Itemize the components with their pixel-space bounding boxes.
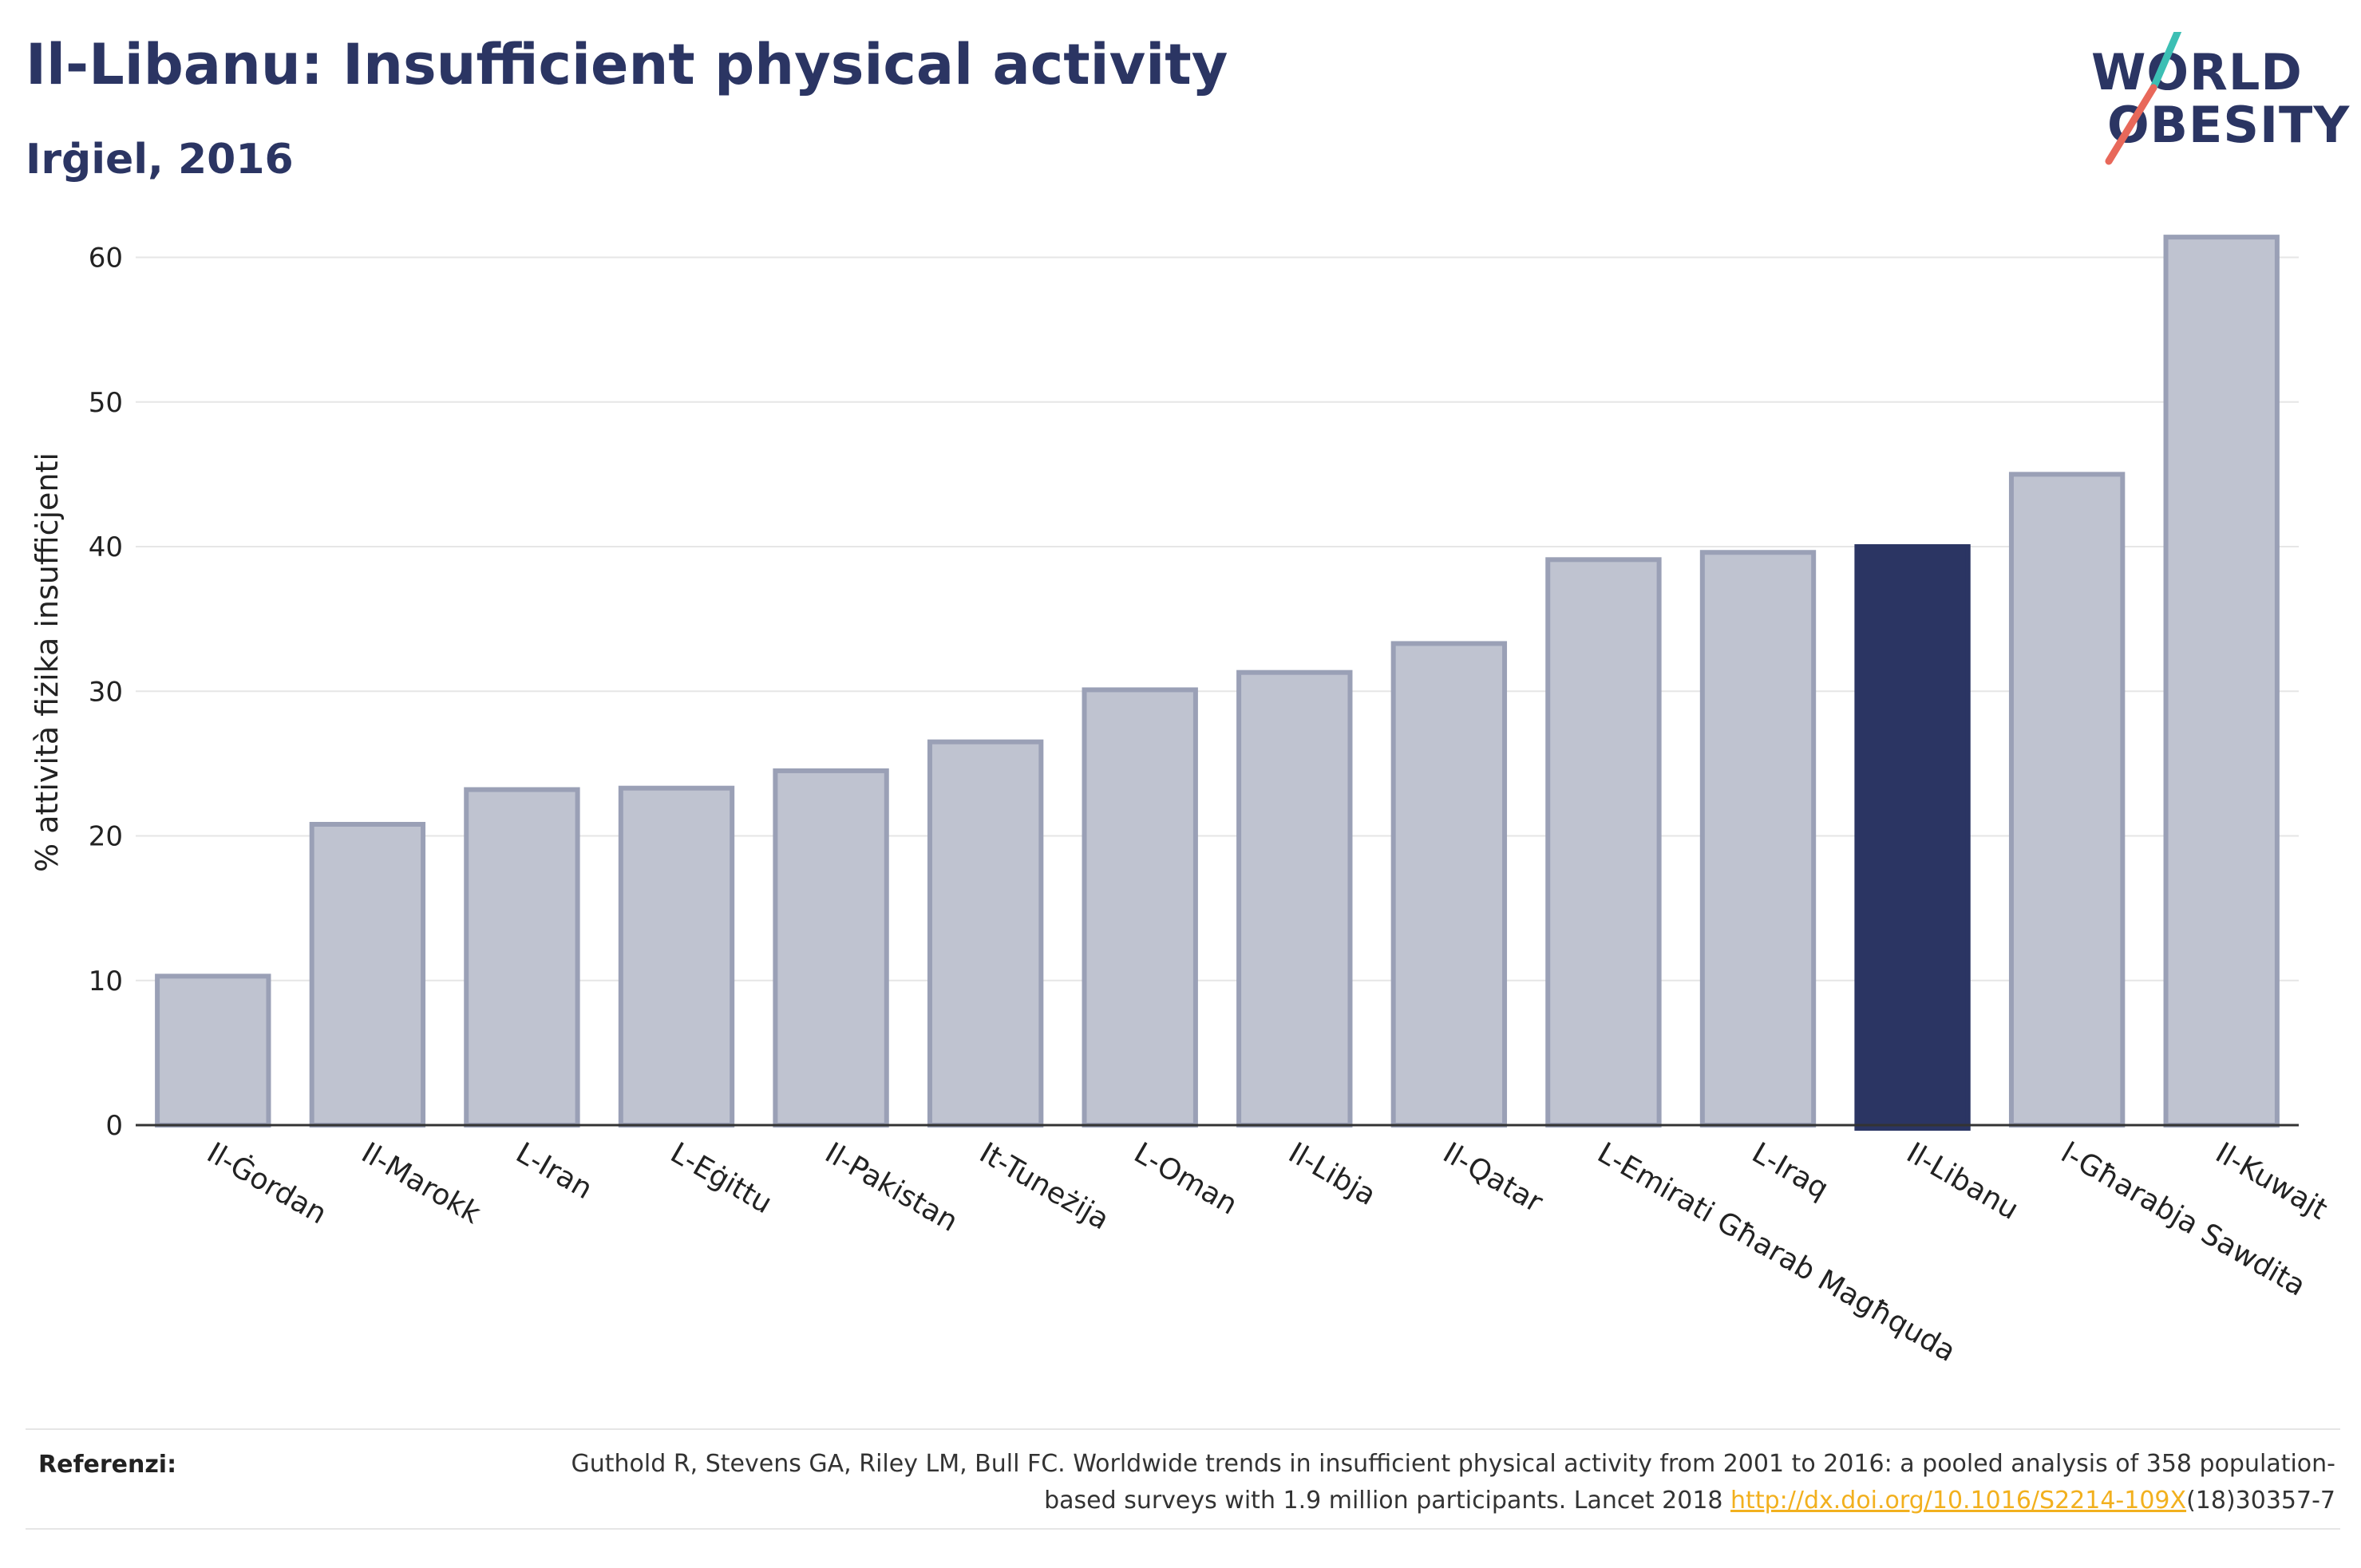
logo-slash-icon bbox=[2105, 32, 2182, 165]
x-tick-label: Il-Pakistan bbox=[820, 1136, 963, 1238]
references-label: Referenzi: bbox=[38, 1451, 177, 1479]
y-axis-label: % attività fiżika insuffiċjenti bbox=[30, 452, 65, 872]
bar-10 bbox=[1545, 557, 1662, 1128]
y-tick-label: 40 bbox=[89, 531, 123, 563]
bar-1 bbox=[155, 974, 271, 1128]
chart-subtitle: Irġiel, 2016 bbox=[26, 136, 294, 184]
bar-14 bbox=[2163, 235, 2280, 1128]
world-obesity-logo: WORLD OBESITY bbox=[2083, 32, 2351, 176]
bar-2 bbox=[309, 822, 426, 1128]
bar-9 bbox=[1390, 641, 1508, 1128]
bar-5 bbox=[773, 768, 889, 1128]
bar-7 bbox=[1082, 687, 1198, 1128]
references-text: Guthold R, Stevens GA, Riley LM, Bull FC… bbox=[500, 1446, 2335, 1519]
divider-top bbox=[26, 1428, 2340, 1430]
x-tick-label: Il-Libja bbox=[1283, 1136, 1381, 1212]
bar-13 bbox=[2008, 472, 2126, 1128]
references-citation: Guthold R, Stevens GA, Riley LM, Bull FC… bbox=[571, 1450, 2335, 1515]
y-tick-label: 20 bbox=[89, 821, 123, 853]
y-tick-label: 0 bbox=[105, 1110, 123, 1142]
references-citation-suffix: (18)30357-7 bbox=[2186, 1487, 2335, 1515]
x-tick-label: L-Oman bbox=[1129, 1136, 1243, 1221]
bar-8 bbox=[1236, 669, 1353, 1128]
y-tick-label: 30 bbox=[89, 676, 123, 708]
x-tick-label: Il-Ġordan bbox=[201, 1136, 332, 1230]
logo-text-line1: WORLD bbox=[2091, 43, 2303, 101]
bar-11 bbox=[1699, 550, 1817, 1128]
references-doi-link[interactable]: http://dx.doi.org/10.1016/S2214-109X bbox=[1730, 1487, 2187, 1515]
bar-4 bbox=[618, 785, 735, 1128]
x-tick-label: L-Iran bbox=[510, 1136, 597, 1206]
x-tick-label: l-Għarabja Sawdita bbox=[2055, 1136, 2311, 1302]
y-tick-label: 50 bbox=[89, 387, 123, 419]
chart-title: Il-Libanu: Insufficient physical activit… bbox=[26, 32, 1228, 97]
y-tick-label: 10 bbox=[89, 966, 123, 997]
bar-6 bbox=[927, 739, 1044, 1128]
divider-bottom bbox=[26, 1528, 2340, 1530]
bar-3 bbox=[464, 787, 580, 1128]
y-tick-label: 60 bbox=[89, 243, 123, 274]
x-tick-label: It-Tuneżija bbox=[974, 1136, 1114, 1236]
logo-text-line2: OBESITY bbox=[2107, 96, 2351, 154]
x-tick-label: L-Eġittu bbox=[665, 1136, 777, 1220]
x-tick-label: Il-Marokk bbox=[356, 1136, 486, 1230]
x-tick-label: L-Iraq bbox=[1746, 1136, 1833, 1206]
x-tick-label: Il-Qatar bbox=[1438, 1136, 1548, 1219]
x-tick-label: Il-Libanu bbox=[1901, 1136, 2024, 1226]
bar-12 bbox=[1854, 544, 1971, 1131]
x-tick-label: Il-Kuwajt bbox=[2210, 1136, 2333, 1226]
bar-chart: 0 10 20 30 40 50 60 % attività fiżika insuffiċj… bbox=[30, 235, 2333, 1369]
